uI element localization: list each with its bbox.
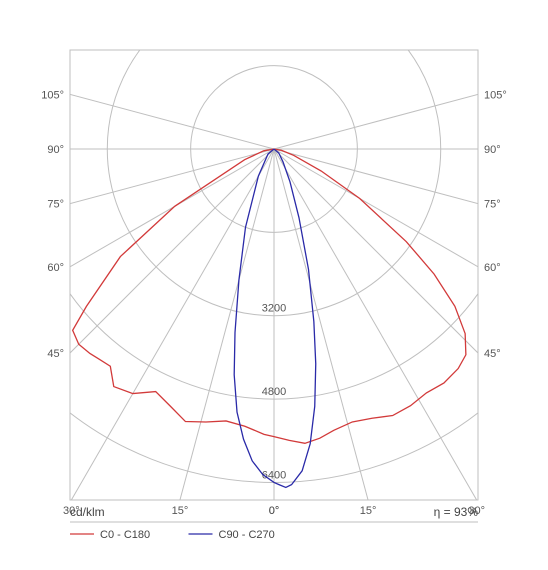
polar-chart: 0°0°15°15°30°30°45°45°60°60°75°75°90°90°… [0, 0, 548, 570]
grid-spoke [0, 149, 274, 570]
radial-label: 4800 [262, 386, 286, 398]
unit-label: cd/klm [70, 505, 105, 519]
efficiency-label: η = 93% [434, 505, 479, 519]
grid-spoke [117, 149, 274, 570]
angle-label: 15° [360, 505, 377, 517]
angle-label: 60° [47, 262, 64, 274]
angle-label: 45° [47, 348, 64, 360]
angle-label: 105° [41, 89, 64, 101]
polar-chart-svg: 0°0°15°15°30°30°45°45°60°60°75°75°90°90°… [0, 0, 548, 570]
angle-label: 45° [484, 348, 501, 360]
angle-label: 75° [47, 199, 64, 211]
angle-label: 15° [172, 505, 189, 517]
radial-label: 6400 [262, 469, 286, 481]
grid-spoke [0, 149, 274, 570]
radial-label: 3200 [262, 303, 286, 315]
angle-label: 90° [484, 144, 501, 156]
legend-label-c90c270: C90 - C270 [219, 529, 275, 541]
series-group [73, 149, 466, 487]
angle-label: 75° [484, 199, 501, 211]
grid [0, 0, 548, 570]
angle-label: 90° [47, 144, 64, 156]
angle-label: 60° [484, 262, 501, 274]
angle-label: 105° [484, 89, 507, 101]
grid-spoke [0, 0, 274, 149]
legend-label-c0c180: C0 - C180 [100, 529, 150, 541]
angle-label: 0° [269, 505, 280, 517]
grid-spoke [274, 0, 548, 149]
